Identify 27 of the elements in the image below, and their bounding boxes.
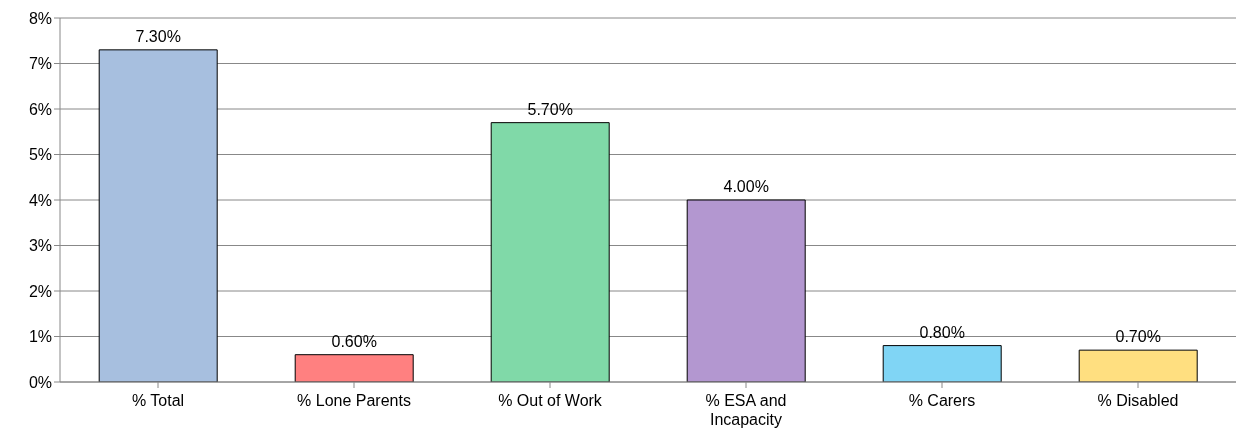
y-tick-label: 0% bbox=[28, 373, 52, 391]
y-tick-label: 1% bbox=[28, 328, 52, 346]
bar bbox=[1078, 349, 1198, 382]
y-tick-label: 3% bbox=[28, 237, 52, 255]
bar bbox=[294, 354, 414, 382]
x-tick-label: % Carers bbox=[908, 392, 976, 409]
x-tick-label: % Out of Work bbox=[498, 392, 603, 409]
x-tick-label: % Total bbox=[131, 392, 185, 409]
y-tick-label: 5% bbox=[28, 146, 52, 164]
data-label: 7.30% bbox=[135, 27, 181, 45]
y-tick-label: 4% bbox=[28, 191, 52, 209]
y-tick-label: 6% bbox=[28, 100, 52, 118]
bar bbox=[882, 345, 1002, 382]
x-tick-label: % Lone Parents bbox=[297, 392, 411, 409]
y-tick-label: 8% bbox=[28, 9, 52, 27]
data-label: 0.70% bbox=[1115, 328, 1161, 346]
bar bbox=[98, 49, 218, 382]
x-tick-label: % Disabled bbox=[1097, 392, 1179, 409]
data-label: 0.80% bbox=[919, 323, 965, 341]
bar bbox=[490, 122, 610, 382]
y-tick-label: 7% bbox=[28, 55, 52, 73]
x-tick-label: % ESA and Incapacity bbox=[705, 392, 787, 428]
data-label: 5.70% bbox=[527, 100, 573, 118]
data-label: 4.00% bbox=[723, 178, 769, 195]
bar bbox=[686, 199, 806, 382]
data-label: 0.60% bbox=[331, 332, 377, 350]
y-tick-label: 2% bbox=[28, 282, 52, 300]
